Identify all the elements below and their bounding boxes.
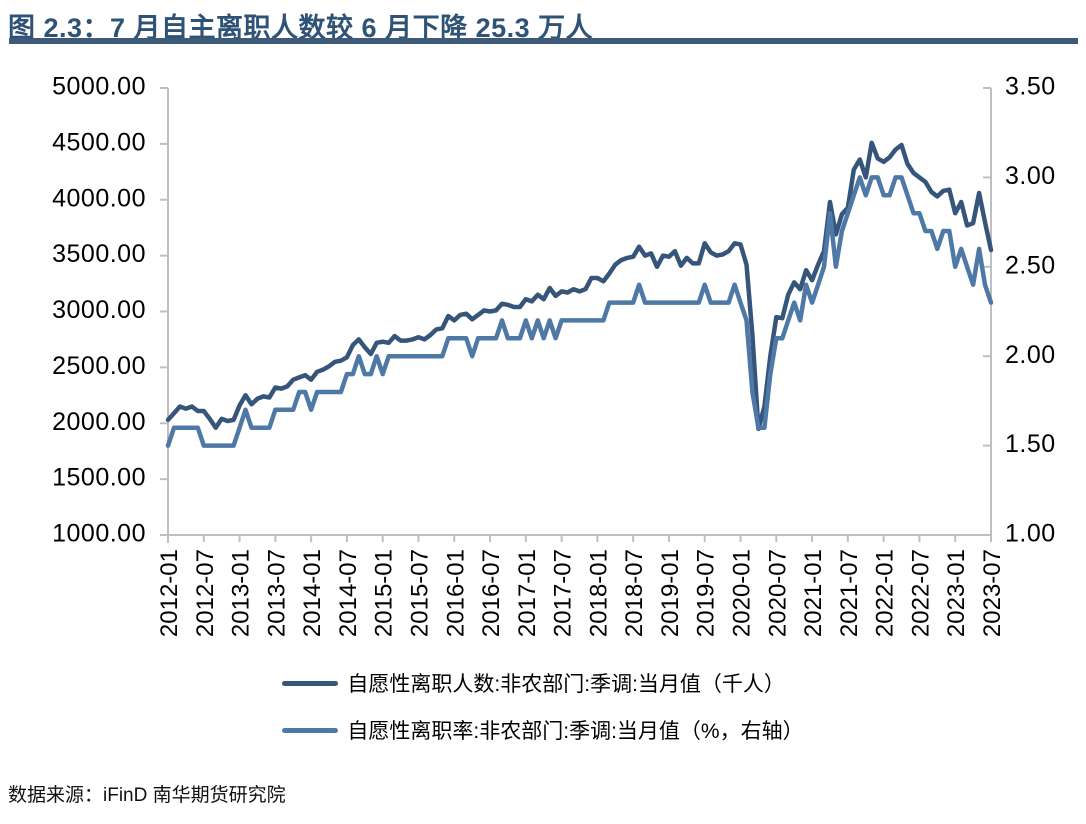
- legend-line-swatch-quits-level: [282, 680, 339, 686]
- x-axis-tick-label: 2015-01: [371, 549, 398, 637]
- x-axis-tick-label: 2022-01: [872, 549, 899, 637]
- chart-area: 5000.00 4500.00 4000.00 3500.00 3000.00 2500.…: [0, 60, 1086, 660]
- right-axis-tick-label: 3.50: [1005, 73, 1056, 101]
- x-axis-tick-label: 2016-01: [442, 549, 469, 637]
- right-axis-tick-label: 2.00: [1005, 341, 1056, 369]
- right-axis-tick-label: 3.00: [1005, 162, 1056, 190]
- left-axis-tick-label: 4000.00: [52, 184, 146, 212]
- x-axis-tick-label: 2021-07: [836, 549, 863, 637]
- x-axis-tick-label: 2012-07: [192, 549, 219, 637]
- x-axis-tick-label: 2017-07: [550, 549, 577, 637]
- legend-items: 自愿性离职人数:非农部门:季调:当月值（千人） 自愿性离职率:非农部门:季调:当…: [282, 668, 804, 745]
- x-axis-tick-label: 2012-01: [156, 549, 183, 637]
- legend-item-quits-level: 自愿性离职人数:非农部门:季调:当月值（千人）: [282, 668, 785, 698]
- x-axis-tick-label: 2016-07: [478, 549, 505, 637]
- x-axis-tick-label: 2020-01: [729, 549, 756, 637]
- dual-axis-line-chart: 5000.00 4500.00 4000.00 3500.00 3000.00 2500.…: [52, 73, 1056, 637]
- title-underline-bar: [9, 38, 1078, 44]
- left-axis-tick-label: 2000.00: [52, 408, 146, 436]
- x-axis-tick-label: 2018-07: [621, 549, 648, 637]
- x-axis-tick-label: 2020-07: [764, 549, 791, 637]
- x-axis-tick-label: 2019-07: [693, 549, 720, 637]
- x-axis-tick-label: 2013-07: [263, 549, 290, 637]
- left-axis-tick-label: 4500.00: [52, 128, 146, 156]
- left-axis-tick-label: 3500.00: [52, 240, 146, 268]
- right-axis-tick-label: 1.50: [1005, 430, 1056, 458]
- x-axis-tick-label: 2022-07: [907, 549, 934, 637]
- left-axis-tick-label: 2500.00: [52, 352, 146, 380]
- legend-label-quits-rate: 自愿性离职率:非农部门:季调:当月值（%，右轴）: [347, 720, 804, 743]
- x-axis-tick-label: 2021-01: [800, 549, 827, 637]
- x-axis-tick-label: 2014-07: [335, 549, 362, 637]
- x-axis-tick-label: 2023-01: [943, 549, 970, 637]
- series-line-quits-rate: [165, 175, 994, 448]
- x-axis-tick-label: 2013-01: [228, 549, 255, 637]
- chart-legend: 自愿性离职人数:非农部门:季调:当月值（千人） 自愿性离职率:非农部门:季调:当…: [0, 668, 1086, 745]
- left-axis-tick-label: 1500.00: [52, 464, 146, 492]
- right-axis-tick-label: 1.00: [1005, 520, 1056, 548]
- x-axis-tick-label: 2017-01: [514, 549, 541, 637]
- legend-item-quits-rate: 自愿性离职率:非农部门:季调:当月值（%，右轴）: [282, 715, 804, 745]
- legend-label-quits-level: 自愿性离职人数:非农部门:季调:当月值（千人）: [347, 673, 785, 696]
- x-axis-tick-label: 2014-01: [299, 549, 326, 637]
- x-axis-tick-label: 2018-01: [585, 549, 612, 637]
- left-axis-tick-label: 3000.00: [52, 296, 146, 324]
- x-axis-tick-label: 2023-07: [979, 549, 1006, 637]
- left-axis-tick-label: 5000.00: [52, 73, 146, 101]
- series-line-quits-level: [165, 140, 994, 432]
- x-axis-tick-label: 2015-07: [406, 549, 433, 637]
- left-axis-tick-label: 1000.00: [52, 520, 146, 548]
- right-axis-tick-label: 2.50: [1005, 251, 1056, 279]
- x-axis-tick-label: 2019-01: [657, 549, 684, 637]
- legend-line-swatch-quits-rate: [282, 727, 339, 733]
- data-source-note: 数据来源：iFinD 南华期货研究院: [8, 785, 286, 806]
